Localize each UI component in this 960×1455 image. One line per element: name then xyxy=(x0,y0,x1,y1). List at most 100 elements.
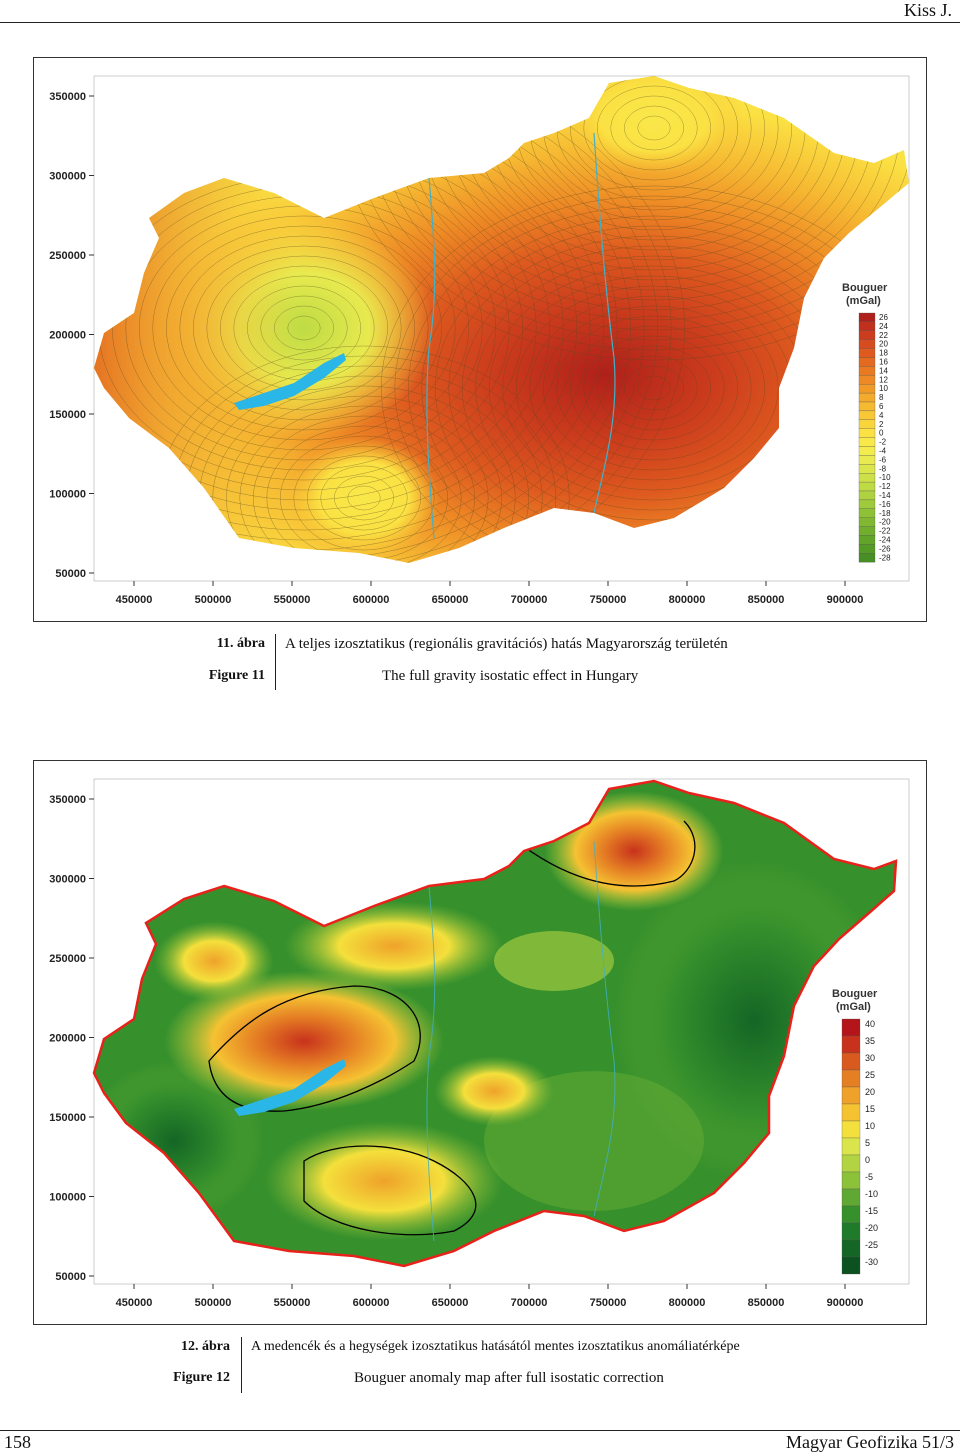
legend-swatch xyxy=(858,384,876,394)
x-tick-label: 650000 xyxy=(432,1297,469,1309)
y-tick-label: 300000 xyxy=(49,171,86,183)
river-tisza xyxy=(593,840,616,1217)
legend-level: -10 xyxy=(865,1189,878,1199)
legend-level: 26 xyxy=(879,313,888,322)
x-axis: 450000 500000 550000 600000 650000 700000 7500… xyxy=(116,581,864,606)
y-axis: 350000 300000 250000 200000 150000 100000 5000… xyxy=(49,794,94,1283)
contour-line xyxy=(287,315,321,341)
y-tick-label: 350000 xyxy=(49,794,86,806)
legend-swatch xyxy=(841,1069,861,1088)
contour-line xyxy=(556,315,752,461)
contour-line xyxy=(94,76,645,563)
y-tick-label: 200000 xyxy=(49,1033,86,1045)
contour-line xyxy=(610,355,698,421)
legend-swatch xyxy=(858,428,876,438)
lake-balaton xyxy=(234,1059,346,1116)
figure-12-map: 350000 300000 250000 200000 150000 100000 5000… xyxy=(49,778,910,1309)
contour-line xyxy=(570,325,738,451)
legend-level: 14 xyxy=(879,366,888,375)
zero-contour xyxy=(503,820,696,887)
legend-level: -10 xyxy=(879,473,891,482)
figure-11-frame: 350000 300000 250000 200000 150000 100000 5000… xyxy=(33,57,927,622)
x-tick-label: 550000 xyxy=(274,594,311,606)
river-danube xyxy=(426,885,436,1242)
legend-swatch xyxy=(841,1239,861,1258)
legend-level: -5 xyxy=(865,1172,873,1182)
x-tick-label: 850000 xyxy=(748,1297,785,1309)
legend-level: -22 xyxy=(879,527,891,536)
y-tick-label: 100000 xyxy=(49,1192,86,1204)
x-tick-label: 600000 xyxy=(353,594,390,606)
legend-level: -12 xyxy=(879,482,891,491)
x-tick-label: 600000 xyxy=(353,1297,390,1309)
legend-swatch xyxy=(858,392,876,403)
legend-swatch xyxy=(858,499,876,509)
legend-swatch xyxy=(841,1018,861,1037)
y-tick-label: 300000 xyxy=(49,874,86,886)
x-tick-label: 750000 xyxy=(590,1297,627,1309)
legend-level: -8 xyxy=(879,464,887,473)
legend-swatch xyxy=(858,312,876,323)
contour-line xyxy=(179,235,429,421)
x-tick-label: 700000 xyxy=(511,594,548,606)
contour-line xyxy=(381,185,909,563)
legend-level: 20 xyxy=(879,340,888,349)
legend-swatch xyxy=(858,330,876,340)
y-tick-label: 200000 xyxy=(49,330,86,342)
legend-swatch xyxy=(841,1120,861,1139)
contour-line xyxy=(274,305,334,351)
legend-swatch xyxy=(858,321,876,331)
river-danube xyxy=(426,177,436,539)
legend-level: 22 xyxy=(879,331,888,340)
legend-level: -4 xyxy=(879,447,887,456)
caption-12-divider xyxy=(241,1337,242,1393)
legend-level: 15 xyxy=(865,1104,875,1114)
contour-line xyxy=(529,295,779,481)
y-tick-label: 250000 xyxy=(49,953,86,965)
legend-level: 4 xyxy=(879,411,884,420)
x-axis: 450000 500000 550000 600000 650000 700000 7500… xyxy=(116,1284,863,1309)
legend-level: 25 xyxy=(865,1070,875,1080)
x-tick-label: 800000 xyxy=(669,1297,706,1309)
x-tick-label: 650000 xyxy=(432,594,469,606)
contour-line xyxy=(624,105,684,151)
x-tick-label: 850000 xyxy=(748,594,785,606)
legend-level: -2 xyxy=(879,438,887,447)
x-tick-label: 900000 xyxy=(827,594,864,606)
legend-level: 2 xyxy=(879,420,884,429)
legend-swatch xyxy=(858,366,876,376)
legend-swatch xyxy=(858,508,876,518)
figure-12-label-hu: 12. ábra xyxy=(181,1339,230,1354)
contour-line xyxy=(253,415,475,563)
legend-swatch xyxy=(858,348,876,358)
legend-swatch xyxy=(858,446,876,456)
contour-line xyxy=(597,85,711,171)
zero-contour xyxy=(303,1145,477,1236)
contour-line xyxy=(394,195,909,563)
contour-line xyxy=(94,76,685,563)
contour-line xyxy=(570,76,738,191)
legend-swatch xyxy=(841,1052,861,1071)
legend-level: -28 xyxy=(879,553,891,562)
page-number: 158 xyxy=(4,1432,31,1452)
figure-12-frame: 350000 300000 250000 200000 150000 100000 5000… xyxy=(33,760,927,1325)
legend-title: Bouguer xyxy=(842,282,888,294)
legend-swatch xyxy=(841,1205,861,1224)
legend-level: -15 xyxy=(865,1206,878,1216)
legend-swatch xyxy=(858,490,876,501)
figure-11-caption-hu: A teljes izosztatikus (regionális gravit… xyxy=(285,636,728,652)
country-border xyxy=(92,779,898,1268)
legend-swatch xyxy=(858,481,876,492)
x-tick-label: 500000 xyxy=(195,1297,232,1309)
legend-level: -24 xyxy=(879,536,891,545)
contour-line xyxy=(637,115,671,141)
legend-swatch xyxy=(858,437,876,447)
legend-level: -30 xyxy=(865,1257,878,1267)
legend-swatch xyxy=(841,1103,861,1122)
legend-level: -26 xyxy=(879,544,891,553)
y-tick-label: 350000 xyxy=(49,91,86,103)
legend-level: -6 xyxy=(879,455,887,464)
contour-line xyxy=(206,255,402,401)
contour-line xyxy=(212,385,516,563)
legend-swatch xyxy=(858,553,876,563)
